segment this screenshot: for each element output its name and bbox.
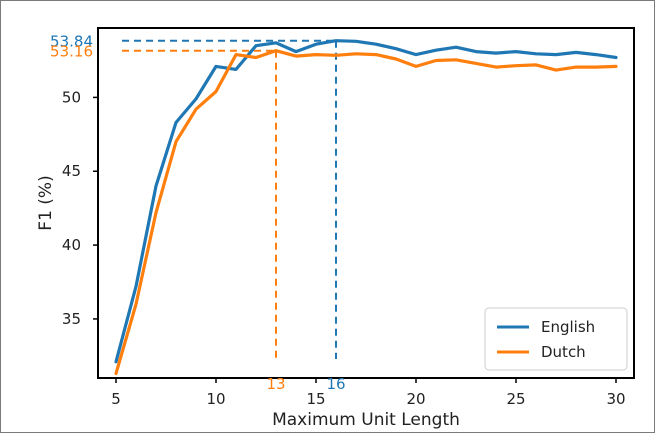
legend-box bbox=[484, 307, 628, 371]
x-tick-label-20: 20 bbox=[406, 390, 425, 408]
peak-y-label-dutch: 53.16 bbox=[50, 43, 93, 61]
legend-label-english: English bbox=[541, 318, 595, 336]
x-axis-label: Maximum Unit Length bbox=[272, 410, 460, 430]
x-tick-label-5: 5 bbox=[111, 390, 121, 408]
y-tick-label-50: 50 bbox=[62, 88, 81, 106]
y-tick-label-45: 45 bbox=[62, 162, 81, 180]
y-tick-label-35: 35 bbox=[62, 310, 81, 328]
x-tick-label-10: 10 bbox=[206, 390, 225, 408]
x-tick-label-25: 25 bbox=[506, 390, 525, 408]
axis-ticks: 5 10 15 20 25 30 35 40 45 50 bbox=[62, 88, 626, 408]
peak-x-label-english: 16 bbox=[326, 375, 345, 393]
annotation-labels: 53.84 16 53.16 13 bbox=[50, 33, 346, 393]
legend: English Dutch bbox=[484, 307, 628, 371]
peak-x-label-dutch: 13 bbox=[266, 375, 285, 393]
series-line-dutch bbox=[114, 49, 618, 376]
y-axis-label: F1 (%) bbox=[36, 175, 56, 230]
series-line-english bbox=[114, 39, 618, 364]
peak-y-label-english: 53.84 bbox=[50, 33, 93, 51]
x-tick-label-15: 15 bbox=[306, 390, 325, 408]
annotation-lines bbox=[122, 39, 337, 359]
y-tick-label-40: 40 bbox=[62, 236, 81, 254]
legend-label-dutch: Dutch bbox=[541, 343, 586, 361]
series-lines bbox=[114, 39, 618, 376]
x-tick-label-30: 30 bbox=[606, 390, 625, 408]
